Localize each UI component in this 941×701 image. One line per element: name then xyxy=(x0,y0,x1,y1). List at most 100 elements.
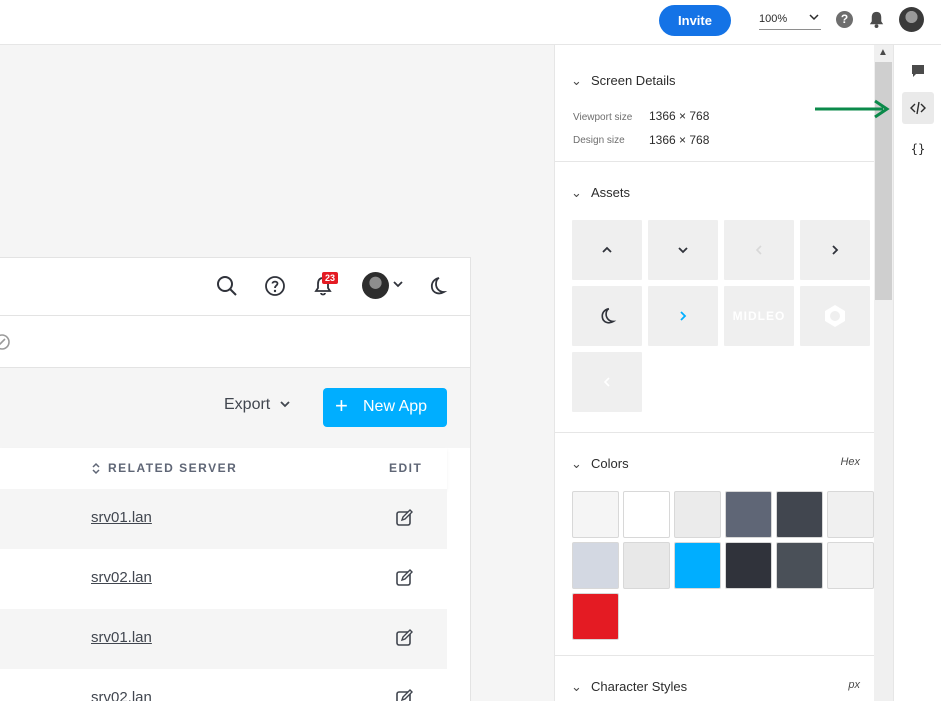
colors-header[interactable]: ⌄ Colors xyxy=(571,456,629,472)
profile-avatar[interactable] xyxy=(899,7,924,32)
color-swatch[interactable] xyxy=(572,542,619,589)
sort-icon[interactable] xyxy=(91,462,101,475)
table-row: srv02.lan xyxy=(0,549,447,609)
chevron-right-blue-icon xyxy=(680,311,687,321)
color-format-select[interactable]: Hex xyxy=(840,456,860,468)
breadcrumb-row xyxy=(0,316,470,368)
apps-table: RELATED SERVER EDIT srv01.lan srv02.lan … xyxy=(0,448,447,701)
new-app-label: New App xyxy=(363,398,428,415)
server-link[interactable]: srv02.lan xyxy=(91,569,152,586)
table-row: srv01.lan xyxy=(0,609,447,669)
export-label: Export xyxy=(224,396,271,413)
bell-icon[interactable] xyxy=(867,10,886,29)
moon-icon xyxy=(601,307,617,324)
screen-details-title: Screen Details xyxy=(591,73,676,88)
midleo-logo: MIDLEO xyxy=(732,309,786,323)
table-header: RELATED SERVER EDIT xyxy=(0,448,447,489)
scrollbar-thumb[interactable] xyxy=(875,62,892,300)
scroll-up-icon[interactable]: ▲ xyxy=(878,47,888,58)
app-header: 23 xyxy=(0,258,470,316)
asset-chevron-left-faint[interactable] xyxy=(572,352,642,412)
server-link[interactable]: srv01.lan xyxy=(91,509,152,526)
help-circle-icon[interactable] xyxy=(264,275,286,297)
chevron-down-icon: ⌄ xyxy=(571,679,582,694)
color-swatch[interactable] xyxy=(776,491,823,538)
color-swatch[interactable] xyxy=(623,542,670,589)
notification-badge: 23 xyxy=(322,272,338,284)
unit-select[interactable]: px xyxy=(848,679,860,691)
moon-icon[interactable] xyxy=(426,275,448,297)
viewport-size-label: Viewport size xyxy=(573,112,633,123)
design-size-value: 1366 × 768 xyxy=(649,133,710,147)
zoom-select[interactable]: 100% xyxy=(759,12,821,30)
edit-icon[interactable] xyxy=(395,569,413,587)
color-swatch[interactable] xyxy=(827,491,874,538)
right-rail: {} xyxy=(893,45,941,701)
assets-header[interactable]: ⌄ Assets xyxy=(571,185,630,201)
assets-title: Assets xyxy=(591,185,631,200)
midleo-mark-logo xyxy=(825,305,845,327)
chevron-right-icon xyxy=(832,245,839,255)
user-avatar[interactable] xyxy=(362,272,389,299)
color-swatch[interactable] xyxy=(725,542,772,589)
color-swatch[interactable] xyxy=(572,491,619,538)
plus-icon: + xyxy=(335,393,348,418)
asset-midleo-mark[interactable] xyxy=(800,286,870,346)
chevron-down-icon: ⌄ xyxy=(571,456,582,471)
design-canvas: 23 Export + New App RELATED SERVER EDIT … xyxy=(0,45,554,701)
color-swatch[interactable] xyxy=(827,542,874,589)
asset-chevron-down[interactable] xyxy=(648,220,718,280)
colors-title: Colors xyxy=(591,456,629,471)
top-bar: Invite 100% ? xyxy=(0,0,941,45)
chevron-down-icon: ⌄ xyxy=(571,73,582,88)
help-icon[interactable]: ? xyxy=(836,11,853,28)
new-app-button[interactable]: + New App xyxy=(323,388,447,427)
server-link[interactable]: srv01.lan xyxy=(91,629,152,646)
color-swatch[interactable] xyxy=(674,542,721,589)
edit-icon[interactable] xyxy=(395,629,413,647)
table-row: srv01.lan xyxy=(0,489,447,549)
annotation-arrow xyxy=(815,99,890,119)
artboard[interactable]: 23 Export + New App RELATED SERVER EDIT … xyxy=(0,257,471,701)
color-swatch[interactable] xyxy=(674,491,721,538)
table-row: srv02.lan xyxy=(0,669,447,701)
asset-chevron-left[interactable] xyxy=(724,220,794,280)
inspect-panel: ⌄ Screen Details Viewport size 1366 × 768… xyxy=(554,45,874,701)
edit-icon[interactable] xyxy=(395,509,413,527)
header-edit: EDIT xyxy=(389,461,423,475)
divider xyxy=(555,432,874,433)
chevron-down-icon[interactable] xyxy=(392,278,404,290)
screen-details-header[interactable]: ⌄ Screen Details xyxy=(571,73,676,89)
divider xyxy=(555,161,874,162)
design-size-label: Design size xyxy=(573,135,625,146)
edit-icon[interactable] xyxy=(395,689,413,701)
asset-chevron-up[interactable] xyxy=(572,220,642,280)
comment-icon[interactable] xyxy=(902,55,934,87)
server-link[interactable]: srv02.lan xyxy=(91,689,152,701)
divider xyxy=(555,655,874,656)
color-swatch[interactable] xyxy=(623,491,670,538)
asset-midleo-logo[interactable]: MIDLEO xyxy=(724,286,794,346)
header-related-server[interactable]: RELATED SERVER xyxy=(108,461,238,475)
export-button[interactable]: Export xyxy=(224,396,291,414)
chevron-left-faint-icon xyxy=(603,377,610,387)
code-icon[interactable] xyxy=(902,92,934,124)
chevron-down-icon xyxy=(809,14,819,21)
invite-button[interactable]: Invite xyxy=(659,5,731,36)
color-swatch[interactable] xyxy=(776,542,823,589)
chevron-up-icon xyxy=(602,246,612,253)
character-styles-header[interactable]: ⌄ Character Styles xyxy=(571,679,687,695)
asset-moon[interactable] xyxy=(572,286,642,346)
color-swatch[interactable] xyxy=(725,491,772,538)
asset-chevron-right-blue[interactable] xyxy=(648,286,718,346)
character-styles-title: Character Styles xyxy=(591,679,688,694)
braces-icon[interactable]: {} xyxy=(910,142,926,156)
chevron-down-icon xyxy=(678,247,688,254)
color-swatch[interactable] xyxy=(572,593,619,640)
search-icon[interactable] xyxy=(216,275,238,297)
compass-icon xyxy=(0,334,10,350)
asset-chevron-right[interactable] xyxy=(800,220,870,280)
chevron-left-icon xyxy=(755,245,762,255)
chevron-down-icon xyxy=(280,401,290,408)
viewport-size-value: 1366 × 768 xyxy=(649,109,710,123)
